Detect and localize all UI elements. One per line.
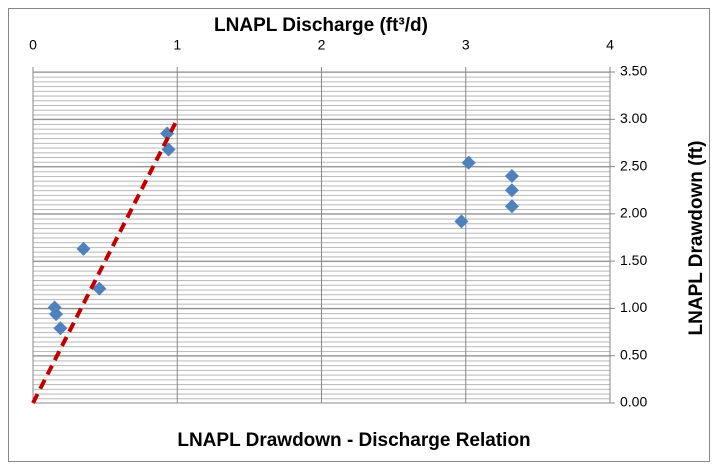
x-tick-label: 1	[173, 37, 181, 53]
point	[504, 199, 519, 214]
point	[49, 307, 64, 322]
point	[461, 155, 476, 170]
point	[454, 214, 469, 229]
x-tick-label: 2	[318, 37, 326, 53]
y-tick-label: 1.50	[620, 252, 647, 268]
y-tick-label: 1.00	[620, 299, 647, 315]
y-tick-label: 2.50	[620, 157, 647, 173]
y-tick-label: 2.00	[620, 205, 647, 221]
chart-title: LNAPL Drawdown - Discharge Relation	[177, 430, 530, 451]
point	[504, 169, 519, 184]
y-tick-label: 3.00	[620, 110, 647, 126]
point	[92, 281, 107, 296]
point	[76, 241, 91, 256]
y-tick-label: 0.00	[620, 394, 647, 410]
x-tick-label: 3	[462, 37, 470, 53]
point	[53, 321, 68, 336]
y-tick-label: 3.50	[620, 63, 647, 79]
x-tick-label: 0	[29, 37, 37, 53]
y-tick-label: 0.50	[620, 346, 647, 362]
point	[504, 183, 519, 198]
y-axis-label: LNAPL Drawdown (ft)	[686, 141, 707, 336]
trend-line	[31, 118, 180, 404]
x-tick-label: 4	[606, 37, 614, 53]
x-axis-label: LNAPL Discharge (ft³/d)	[214, 15, 428, 36]
